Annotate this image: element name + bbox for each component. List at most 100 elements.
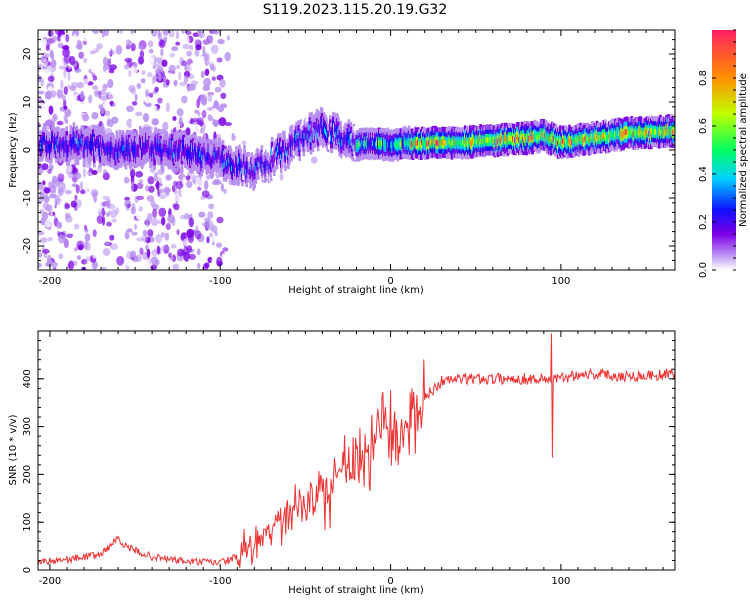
heatmap-noise-cell [61,45,70,50]
heatmap-noise-cell [223,188,227,195]
heatmap-noise-cell [84,224,88,231]
heatmap-noise-cell [39,258,48,264]
heatmap-noise-cell [161,216,166,226]
heatmap-noise-cell [171,185,176,193]
snr-background [38,331,675,570]
heatmap-noise-cell [73,247,78,252]
heatmap-noise-cell [206,236,210,244]
heatmap-noise-cell [64,108,72,117]
heatmap-noise-cell [102,172,110,181]
heatmap-cells [38,30,675,270]
heatmap-noise-cell [134,223,137,230]
snr-x-tick-label: -100 [209,576,232,587]
heatmap-noise-cell [38,38,47,47]
heatmap-noise-cell [152,208,158,218]
heatmap-noise-cell [134,93,138,102]
heatmap-noise-cell [209,57,217,65]
heatmap-noise-cell [133,62,138,68]
heatmap-noise-cell [44,105,49,113]
heatmap-noise-cell [83,57,87,64]
heatmap-noise-cell [89,45,96,52]
heatmap-noise-cell [130,30,134,35]
heatmap-noise-cell [194,109,200,114]
heatmap-noise-cell [63,238,69,249]
heatmap-noise-cell [168,64,176,73]
heatmap-noise-cell [123,176,130,184]
heatmap-noise-cell [207,93,213,103]
heatmap-noise-cell [52,266,57,270]
heatmap-noise-cell [168,30,175,38]
heatmap-noise-cell [126,105,134,113]
heatmap-noise-cell [73,223,80,230]
heatmap-noise-cell [114,207,120,215]
heatmap-noise-cell [57,173,65,182]
heatmap-noise-cell [78,51,85,59]
colorbar-tick-label: 0.4 [698,166,709,182]
heatmap-noise-cell [105,104,112,112]
heatmap-noise-cell [43,68,52,75]
heatmap-noise-cell [69,251,73,258]
heatmap-noise-cell [162,30,169,36]
snr-y-tick-label: 0 [22,567,33,573]
heatmap-noise-cell [92,251,98,259]
heatmap-noise-cell [92,229,97,238]
heatmap-noise-cell [186,228,194,238]
heatmap-noise-cell [214,30,221,35]
heatmap-noise-cell [181,30,186,35]
snr-y-tick-label: 400 [22,369,33,388]
heatmap-noise-cell [134,254,143,262]
heatmap-noise-cell [130,181,134,192]
heatmap-noise-cell [67,172,76,179]
heatmap-noise-cell [80,181,83,190]
heatmap-noise-cell [190,80,198,86]
heatmap-noise-cell [204,219,210,230]
heatmap-ridge-cell [673,128,675,135]
heatmap-noise-cell [143,261,150,269]
heatmap-noise-cell [56,89,64,99]
heatmap-noise-cell [124,259,132,267]
heatmap-noise-cell [162,121,169,131]
heatmap-noise-cell [103,30,110,37]
heatmap-noise-cell [173,203,180,211]
heatmap-noise-cell [146,57,155,68]
heatmap-noise-cell [43,111,48,117]
heatmap-noise-cell [77,215,85,223]
snr-y-axis-label: SNR (10 * v/v) [8,414,19,485]
snr-y-tick-label: 100 [22,513,33,532]
heatmap-noise-cell [75,184,80,194]
heatmap-noise-cell [91,30,100,34]
heatmap-noise-cell [130,168,136,179]
heatmap-noise-cell [50,59,57,68]
heatmap-y-tick-label: 10 [22,96,33,109]
heatmap-noise-cell [44,220,52,228]
heatmap-noise-cell [107,58,112,67]
heatmap-noise-cell [146,248,151,259]
heatmap-noise-cell [221,253,226,263]
heatmap-noise-cell [183,75,189,84]
heatmap-x-axis-label: Height of straight line (km) [288,285,424,296]
heatmap-noise-cell [80,90,85,100]
heatmap-noise-cell [107,92,116,100]
heatmap-noise-cell [343,161,351,167]
heatmap-noise-cell [43,195,50,203]
heatmap-noise-cell [220,92,227,100]
heatmap-noise-cell [151,249,158,257]
heatmap-noise-cell [38,198,43,204]
heatmap-noise-cell [58,253,64,260]
heatmap-noise-cell [91,68,97,73]
heatmap-noise-cell [201,109,207,119]
heatmap-noise-cell [107,117,111,125]
heatmap-noise-cell [38,97,43,102]
heatmap-noise-cell [51,197,56,207]
heatmap-noise-cell [48,181,55,189]
heatmap-noise-cell [171,239,177,244]
heatmap-noise-cell [123,64,130,70]
heatmap-noise-cell [151,30,158,37]
heatmap-noise-cell [186,245,193,253]
heatmap-noise-cell [217,38,225,45]
heatmap-noise-cell [115,45,123,55]
heatmap-noise-cell [184,219,189,226]
heatmap-noise-cell [185,127,191,136]
